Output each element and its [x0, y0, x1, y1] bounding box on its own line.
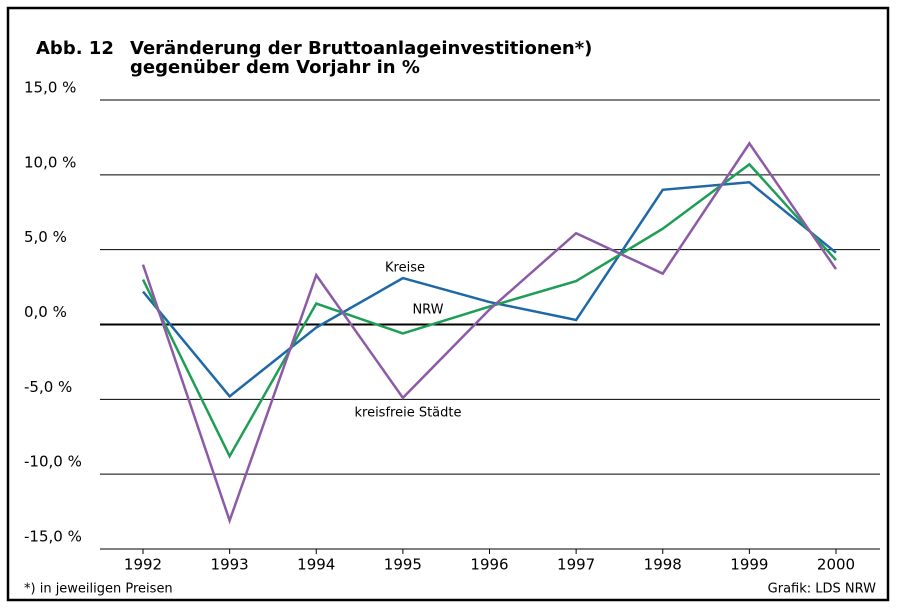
chart-title: gegenüber dem Vorjahr in %	[130, 57, 420, 78]
y-tick-label: 5,0 %	[24, 228, 67, 246]
series-label: Kreise	[385, 261, 425, 276]
x-tick-label: 1997	[557, 556, 595, 574]
series-line	[142, 181, 837, 399]
y-tick-label: -15,0 %	[24, 528, 82, 546]
series-label: kreisfreie Städte	[354, 406, 461, 421]
figure-label: Abb. 12	[36, 38, 114, 59]
x-tick-label: 1996	[470, 556, 508, 574]
y-tick-label: 15,0 %	[24, 79, 76, 97]
y-tick-label: 10,0 %	[24, 153, 76, 171]
x-tick-label: 1992	[124, 556, 162, 574]
x-tick-label: 1993	[211, 556, 249, 574]
y-tick-label: -10,0 %	[24, 453, 82, 471]
x-tick-label: 1998	[644, 556, 682, 574]
footnote: *) in jeweiligen Preisen	[24, 582, 173, 597]
series-line	[141, 141, 838, 525]
series-label: NRW	[412, 303, 443, 318]
x-tick-label: 1995	[384, 556, 422, 574]
y-tick-label: 0,0 %	[24, 303, 67, 321]
chart-title: Veränderung der Bruttoanlageinvestitione…	[130, 38, 592, 59]
source: Grafik: LDS NRW	[768, 582, 876, 597]
frame	[6, 6, 890, 602]
x-tick-label: 1994	[297, 556, 335, 574]
x-tick-label: 1999	[730, 556, 768, 574]
x-tick-label: 2000	[817, 556, 855, 574]
y-tick-label: -5,0 %	[24, 378, 72, 396]
